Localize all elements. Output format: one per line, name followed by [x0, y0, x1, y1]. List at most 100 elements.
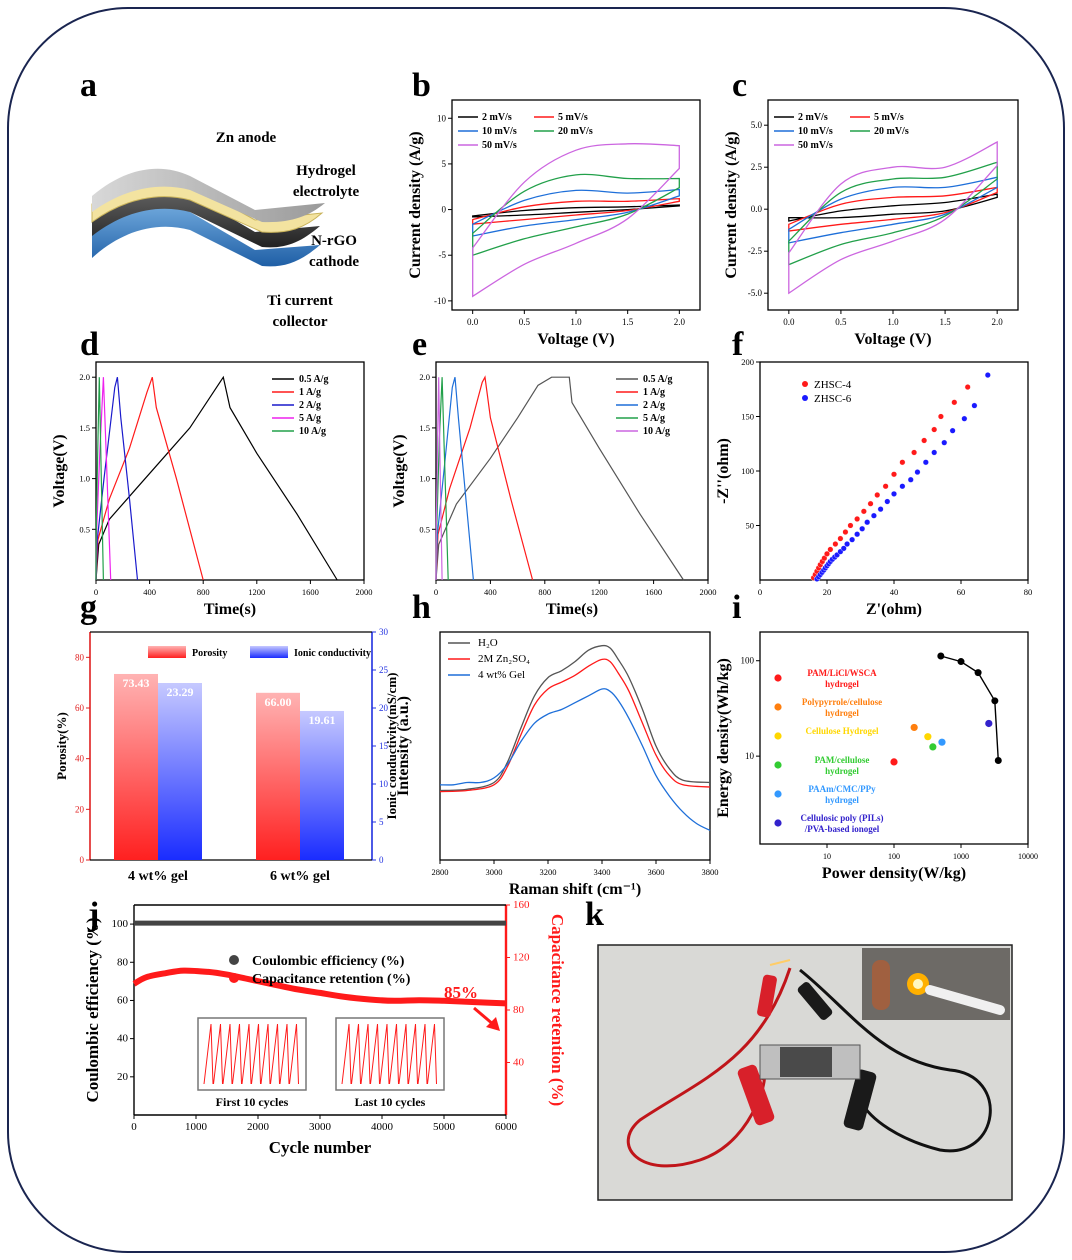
this-work-point: [994, 757, 1002, 765]
y-tick-label-e: 0.5: [419, 524, 430, 534]
legend-label-d: 2 A/g: [299, 400, 321, 411]
legend-label-d: 10 A/g: [299, 426, 326, 437]
legend-label-j: Capacitance retention (%): [252, 972, 411, 987]
y-tick-label-g: 0: [379, 855, 384, 865]
literature-point: [985, 719, 993, 728]
y2-axis-label-g: Ionic conductivity(mS/cm): [384, 673, 399, 820]
legend-label-b: 20 mV/s: [558, 126, 593, 137]
gcd-curve-e: [435, 376, 685, 581]
y-tick-label-e: 1.5: [419, 423, 430, 433]
panel-letter-j: j: [87, 896, 99, 933]
black-alligator-clip-icon: [797, 982, 877, 1131]
legend-swatch-f: [802, 395, 808, 401]
legend-label-i: hydrogel: [825, 795, 859, 805]
nyquist-point-ZHSC-6: [884, 498, 891, 505]
y-axis-label-g: Porosity(%): [54, 712, 69, 780]
x-axis-label-i: Power density(W/kg): [822, 865, 966, 882]
nyquist-point-ZHSC-6: [877, 506, 884, 513]
nyquist-point-ZHSC-6: [984, 372, 991, 379]
legend-swatch-ionic: [250, 646, 288, 658]
legend-swatch-i: [774, 732, 782, 740]
legend-label-e: 5 A/g: [643, 413, 665, 424]
legend-label-i: hydrogel: [825, 766, 859, 776]
y-tick-label-f: 50: [746, 521, 755, 531]
panel-letter-f: f: [732, 326, 744, 363]
y-tick-label-d: 0.5: [79, 524, 90, 534]
nyquist-point-ZHSC-4: [882, 483, 889, 490]
literature-point: [924, 733, 932, 741]
y-axis-label-c: Current density (A/g): [723, 131, 740, 278]
label-zn-anode: Zn anode: [216, 130, 277, 146]
x-axis-label-d: Time(s): [204, 601, 256, 618]
x-axis-label-f: Z'(ohm): [866, 601, 922, 618]
y-tick-label-c: 2.5: [751, 162, 763, 172]
nyquist-point-ZHSC-6: [961, 415, 968, 422]
legend-label-i: Polypyrrole/cellulose: [802, 697, 882, 707]
nyquist-point-ZHSC-4: [854, 515, 861, 522]
y-tick-label-j: 100: [112, 918, 129, 930]
annotation-arrowhead: [486, 1017, 500, 1031]
cv-loop-c: [788, 186, 998, 232]
figure-frame: [7, 7, 1065, 1253]
label-hydrogel: Hydrogel: [296, 163, 356, 179]
x-tick-label-h: 3400: [594, 867, 611, 877]
y-tick-label-j: 120: [513, 952, 530, 964]
x-category-label-g: 4 wt% gel: [128, 869, 188, 884]
legend-label-b: 10 mV/s: [482, 126, 517, 137]
legend-label-i: PAM/LiCl/WSCA: [807, 668, 877, 678]
y-axis-label-d: Voltage(V): [51, 434, 68, 507]
gcd-curve-d: [95, 377, 104, 581]
legend-label-g: Porosity: [192, 648, 227, 659]
cv-loop-c: [788, 176, 998, 244]
cv-loop-b: [472, 188, 680, 237]
y-tick-label-d: 1.5: [79, 423, 90, 433]
raman-curve: [439, 688, 711, 831]
y-tick-label-g: 5: [379, 817, 384, 827]
x-tick-label-d: 1600: [302, 587, 319, 597]
nyquist-point-ZHSC-4: [951, 399, 958, 406]
y-tick-label-j: 80: [117, 956, 129, 968]
nyquist-point-ZHSC-4: [899, 459, 906, 466]
legend-label-j: Coulombic efficiency (%): [252, 954, 405, 969]
x-tick-label-d: 2000: [356, 587, 373, 597]
panel-letter-d: d: [80, 326, 99, 363]
legend-label-i: /PVA-based ionogel: [804, 824, 880, 834]
literature-point: [910, 723, 918, 732]
legend-label-c: 50 mV/s: [798, 140, 833, 151]
nyquist-point-ZHSC-6: [899, 483, 906, 490]
this-work-point: [974, 669, 982, 677]
nyquist-point-ZHSC-6: [971, 402, 978, 409]
x-tick-label-i: 10000: [1018, 852, 1038, 861]
gcd-curve-d: [95, 377, 139, 581]
nyquist-point-ZHSC-4: [842, 529, 849, 536]
y-tick-label-c: 5.0: [751, 120, 763, 130]
label-collector: collector: [273, 314, 328, 330]
nyquist-point-ZHSC-4: [867, 500, 874, 507]
legend-label-f: ZHSC-4: [814, 379, 852, 391]
gcd-curve-d: [95, 375, 338, 581]
cv-loop-b: [472, 197, 680, 225]
x-tick-label-j: 5000: [433, 1121, 456, 1133]
x-tick-label-i: 10: [823, 852, 831, 861]
legend-label-e: 10 A/g: [643, 426, 670, 437]
panel-letter-a: a: [80, 67, 97, 104]
legend-label-b: 50 mV/s: [482, 140, 517, 151]
x-tick-label-e: 0: [434, 587, 438, 597]
nyquist-point-ZHSC-6: [891, 490, 898, 497]
y2-axis-label-j: Capacitance retention (%): [548, 914, 567, 1106]
bar-ionic-conductivity: [300, 710, 344, 860]
plot-frame-h: [439, 631, 711, 861]
x-axis-label-c: Voltage (V): [854, 331, 931, 348]
x-tick-label-h: 2800: [432, 867, 449, 877]
x-tick-label-b: 0.0: [467, 317, 479, 327]
bar-ionic-conductivity: [158, 682, 202, 860]
nyquist-point-ZHSC-4: [832, 541, 839, 548]
y-tick-label-j: 160: [513, 899, 530, 911]
panel-letter-h: h: [412, 589, 431, 626]
x-tick-label-j: 6000: [495, 1121, 518, 1133]
cv-loop-b: [472, 143, 680, 298]
y-tick-label-f: 150: [741, 412, 754, 422]
bar-label-ionic: 23.29: [167, 685, 194, 699]
y-tick-label-c: -5.0: [748, 288, 763, 298]
nyquist-point-ZHSC-6: [931, 449, 938, 456]
